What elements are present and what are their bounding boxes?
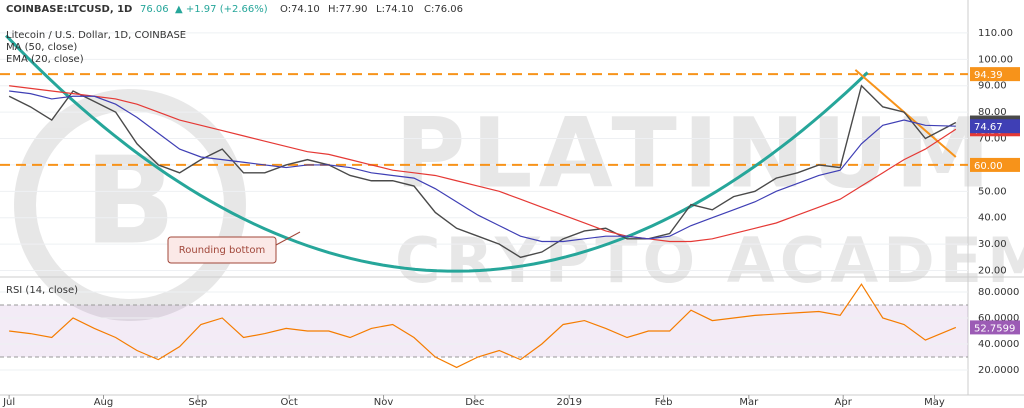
legend-entry: Litecoin / U.S. Dollar, 1D, COINBASE (6, 30, 186, 41)
x-tick-label: Oct (281, 397, 298, 408)
symbol: COINBASE:LTCUSD, 1D (6, 4, 132, 15)
x-tick-label: Feb (655, 397, 673, 408)
x-tick-label: Jul (2, 397, 15, 408)
series-line (9, 90, 956, 243)
price-label-bg (970, 119, 1020, 134)
x-tick-label: Mar (739, 397, 759, 408)
annotation-box (167, 236, 277, 264)
y-tick-label: 40.0000 (978, 339, 1019, 350)
y-tick-label: 90.00 (978, 81, 1007, 92)
logo-letter: B (84, 133, 175, 272)
last-price: 76.06 (140, 4, 169, 15)
y-tick-label: 50.00 (978, 186, 1007, 197)
x-tick-label: Apr (835, 397, 853, 408)
high: H:77.90 (328, 4, 368, 15)
price-label: 60.00 (974, 161, 1003, 172)
watermark-line1: PLATINUM (395, 97, 996, 209)
y-tick-label: 70.00 (978, 134, 1007, 145)
x-tick-label: 2019 (557, 397, 582, 408)
y-tick-label: 30.00 (978, 239, 1007, 250)
legend-entry: EMA (20, close) (6, 54, 84, 65)
y-tick-label: 60.0000 (978, 313, 1019, 324)
watermark: B PLATINUM CRYPTO ACADEMY (14, 89, 1024, 321)
y-tick-label: 100.00 (978, 54, 1013, 65)
y-tick-label: 40.00 (978, 213, 1007, 224)
rounding-bottom-curve (5, 34, 869, 273)
x-tick-label: Aug (94, 397, 114, 408)
price-label: 94.39 (974, 70, 1003, 81)
y-tick-label: 20.0000 (978, 365, 1019, 376)
x-tick-label: Dec (465, 397, 484, 408)
price-label-bg (970, 67, 1020, 82)
x-tick-label: May (924, 397, 945, 408)
low: L:74.10 (376, 4, 414, 15)
legend-entry: MA (50, close) (6, 42, 77, 53)
y-tick-label: 80.0000 (978, 287, 1019, 298)
x-tick-label: Nov (374, 397, 394, 408)
price-label: 52.7599 (974, 323, 1015, 334)
legend-entry: RSI (14, close) (6, 285, 78, 296)
y-tick-label: 110.00 (978, 28, 1013, 39)
header: COINBASE:LTCUSD, 1D 76.06 ▲ +1.97 (+2.66… (6, 4, 463, 15)
y-tick-label: 80.00 (978, 107, 1007, 118)
series-line (9, 283, 957, 369)
logo-ring (14, 89, 246, 321)
price-label: 74.67 (974, 122, 1003, 133)
price-label-bg (970, 320, 1020, 335)
price-label-bg (970, 157, 1020, 172)
rsi-band (0, 304, 968, 358)
open: O:74.10 (280, 4, 320, 15)
series-line (9, 85, 957, 243)
annotation-text: Rounding bottom (179, 245, 265, 256)
change: ▲ +1.97 (+2.66%) (175, 4, 268, 15)
y-tick-label: 20.00 (978, 266, 1007, 277)
close: C:76.06 (424, 4, 463, 15)
x-tick-label: Sep (188, 397, 207, 408)
annotation-arrow (275, 231, 301, 246)
series-line (8, 84, 957, 259)
watermark-line2: CRYPTO ACADEMY (395, 224, 1024, 297)
